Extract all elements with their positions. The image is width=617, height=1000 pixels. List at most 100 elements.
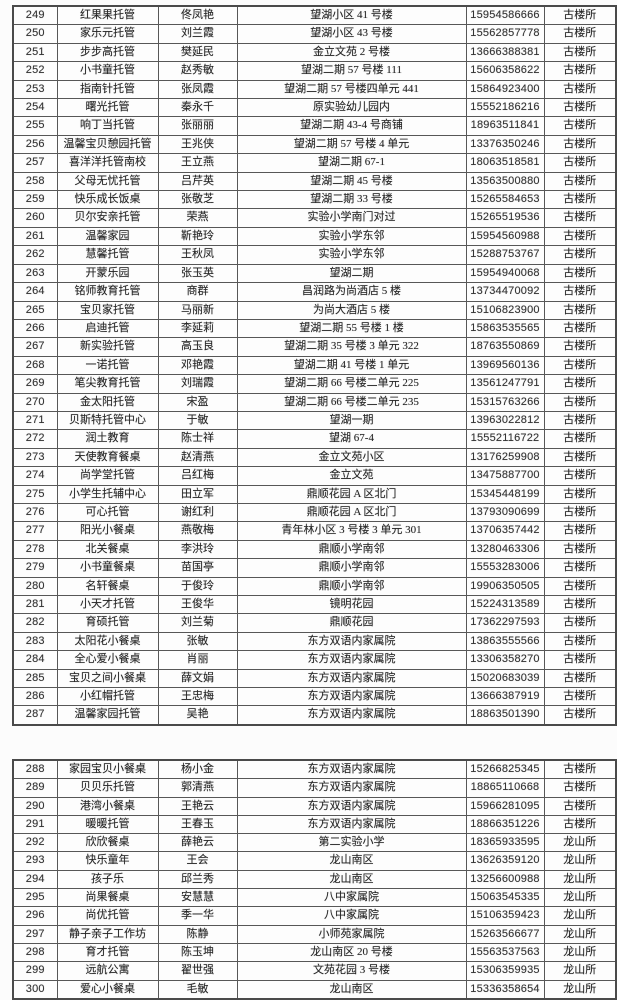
district-office-cell: 龙山所 bbox=[543, 961, 617, 981]
row-number-cell: 300 bbox=[12, 979, 58, 1000]
address-cell: 望湖二期 41 号楼 1 单元 bbox=[236, 355, 467, 376]
phone-number-cell: 13561247791 bbox=[465, 374, 545, 394]
row-number-cell: 287 bbox=[12, 705, 58, 726]
district-office-cell: 古楼所 bbox=[543, 796, 617, 816]
address-cell: 龙山南区 bbox=[236, 869, 467, 890]
contact-person-cell: 燕敬梅 bbox=[157, 521, 238, 541]
contact-person-cell: 郭清燕 bbox=[157, 778, 238, 798]
contact-person-cell: 刘兰霞 bbox=[157, 24, 238, 44]
table-row: 278 北关餐桌 李洪玲 鼎顺小学南邻 13280463306 古楼所 bbox=[12, 539, 617, 560]
phone-number-cell: 15336358654 bbox=[465, 979, 545, 1000]
phone-number-cell: 17362297593 bbox=[465, 613, 545, 633]
contact-person-cell: 邓艳霞 bbox=[157, 355, 238, 376]
district-office-cell: 古楼所 bbox=[543, 300, 617, 320]
phone-number-cell: 13666387919 bbox=[465, 687, 545, 707]
district-office-cell: 古楼所 bbox=[543, 576, 617, 597]
table-row: 295 尚果餐桌 安慧慧 八中家属院 15063545335 龙山所 bbox=[12, 888, 617, 908]
contact-person-cell: 靳艳玲 bbox=[157, 226, 238, 247]
district-office-cell: 古楼所 bbox=[543, 759, 617, 780]
table-row: 261 温馨家园 靳艳玲 实验小学东邻 15954560988 古楼所 bbox=[12, 226, 617, 247]
address-cell: 鼎顺花园 bbox=[236, 613, 467, 633]
contact-person-cell: 邱兰秀 bbox=[157, 869, 238, 890]
facility-name-cell: 温馨宝贝憩园托管 bbox=[56, 134, 159, 155]
table-row: 277 阳光小餐桌 燕敬梅 青年林小区 3 号楼 3 单元 301 1370635744… bbox=[12, 521, 617, 541]
table-row: 281 小天才托管 王俊华 镜明花园 15224313589 古楼所 bbox=[12, 594, 617, 615]
table-row: 274 尚学堂托管 吕红梅 金立文苑 13475887700 古楼所 bbox=[12, 466, 617, 486]
phone-number-cell: 15063545335 bbox=[465, 888, 545, 908]
row-number-cell: 288 bbox=[12, 759, 58, 780]
row-number-cell: 282 bbox=[12, 613, 58, 633]
district-office-cell: 古楼所 bbox=[543, 337, 617, 357]
contact-person-cell: 谢红利 bbox=[157, 502, 238, 523]
address-cell: 东方双语内家属院 bbox=[236, 778, 467, 798]
facility-name-cell: 家园宝贝小餐桌 bbox=[56, 759, 159, 780]
address-cell: 鼎顺花园 A 区北门 bbox=[236, 502, 467, 523]
address-cell: 昌润路为尚酒店 5 楼 bbox=[236, 282, 467, 302]
address-cell: 鼎顺花园 A 区北门 bbox=[236, 484, 467, 504]
contact-person-cell: 佟凤艳 bbox=[157, 5, 238, 26]
table-row: 292 欣欣餐桌 薛艳云 第二实验小学 18365933595 龙山所 bbox=[12, 833, 617, 853]
facility-name-cell: 育才托管 bbox=[56, 942, 159, 963]
district-office-cell: 古楼所 bbox=[543, 650, 617, 670]
address-cell: 望湖二期 33 号楼 bbox=[236, 190, 467, 210]
table-row: 268 一诺托管 邓艳霞 望湖二期 41 号楼 1 单元 13969560136 古楼所 bbox=[12, 355, 617, 376]
row-number-cell: 269 bbox=[12, 374, 58, 394]
table-row: 259 快乐成长饭桌 张敬芝 望湖二期 33 号楼 15265584653 古楼所 bbox=[12, 190, 617, 210]
row-number-cell: 292 bbox=[12, 833, 58, 853]
phone-number-cell: 15966281095 bbox=[465, 796, 545, 816]
phone-number-cell: 13475887700 bbox=[465, 466, 545, 486]
address-cell: 东方双语内家属院 bbox=[236, 650, 467, 670]
row-number-cell: 265 bbox=[12, 300, 58, 320]
table-row: 280 名轩餐桌 于俊玲 鼎顺小学南邻 19906350505 古楼所 bbox=[12, 576, 617, 597]
address-cell: 东方双语内家属院 bbox=[236, 705, 467, 726]
contact-person-cell: 安慧慧 bbox=[157, 888, 238, 908]
table-row: 257 喜洋洋托管南校 王立燕 望湖二期 67-1 18063518581 古楼所 bbox=[12, 153, 617, 173]
facility-name-cell: 贝斯特托管中心 bbox=[56, 410, 159, 431]
contact-person-cell: 杨小金 bbox=[157, 759, 238, 780]
facility-name-cell: 暖暖托管 bbox=[56, 814, 159, 835]
address-cell: 为尚大酒店 5 楼 bbox=[236, 300, 467, 320]
row-number-cell: 260 bbox=[12, 208, 58, 228]
contact-person-cell: 田立军 bbox=[157, 484, 238, 504]
facility-name-cell: 父母无忧托管 bbox=[56, 171, 159, 192]
row-number-cell: 266 bbox=[12, 318, 58, 339]
contact-person-cell: 王俊华 bbox=[157, 594, 238, 615]
table-row: 289 贝贝乐托管 郭清燕 东方双语内家属院 18865110668 古楼所 bbox=[12, 778, 617, 798]
row-number-cell: 296 bbox=[12, 906, 58, 926]
facility-name-cell: 喜洋洋托管南校 bbox=[56, 153, 159, 173]
contact-person-cell: 刘瑞霞 bbox=[157, 374, 238, 394]
phone-number-cell: 15288753767 bbox=[465, 245, 545, 265]
contact-person-cell: 王艳云 bbox=[157, 796, 238, 816]
facility-name-cell: 小天才托管 bbox=[56, 594, 159, 615]
table-row: 284 全心爱小餐桌 肖丽 东方双语内家属院 13306358270 古楼所 bbox=[12, 650, 617, 670]
district-office-cell: 龙山所 bbox=[543, 888, 617, 908]
address-cell: 望湖小区 43 号楼 bbox=[236, 24, 467, 44]
contact-person-cell: 张玉英 bbox=[157, 263, 238, 284]
row-number-cell: 270 bbox=[12, 392, 58, 412]
contact-person-cell: 张敬芝 bbox=[157, 190, 238, 210]
facility-roster-table-1-body: 249 红果果托管 佟凤艳 望湖小区 41 号楼 15954586666 古楼所 250 家乐… bbox=[12, 5, 617, 726]
address-cell: 望湖二期 57 号楼 111 bbox=[236, 61, 467, 81]
district-office-cell: 古楼所 bbox=[543, 484, 617, 504]
address-cell: 望湖二期 55 号楼 1 楼 bbox=[236, 318, 467, 339]
phone-number-cell: 18063518581 bbox=[465, 153, 545, 173]
facility-name-cell: 远航公寓 bbox=[56, 961, 159, 981]
table-row: 287 温馨家园托管 吴艳 东方双语内家属院 18863501390 古楼所 bbox=[12, 705, 617, 726]
facility-roster-table-2: 288 家园宝贝小餐桌 杨小金 东方双语内家属院 15266825345 古楼所 289 贝贝… bbox=[12, 759, 617, 1000]
address-cell: 鼎顺小学南邻 bbox=[236, 558, 467, 578]
facility-name-cell: 温馨家园托管 bbox=[56, 705, 159, 726]
district-office-cell: 古楼所 bbox=[543, 778, 617, 798]
row-number-cell: 250 bbox=[12, 24, 58, 44]
district-office-cell: 古楼所 bbox=[543, 190, 617, 210]
address-cell: 望湖小区 41 号楼 bbox=[236, 5, 467, 26]
address-cell: 八中家属院 bbox=[236, 906, 467, 926]
contact-person-cell: 宋盈 bbox=[157, 392, 238, 412]
district-office-cell: 龙山所 bbox=[543, 942, 617, 963]
phone-number-cell: 15864923400 bbox=[465, 79, 545, 100]
row-number-cell: 258 bbox=[12, 171, 58, 192]
contact-person-cell: 王秋凤 bbox=[157, 245, 238, 265]
row-number-cell: 251 bbox=[12, 42, 58, 63]
phone-number-cell: 15315763266 bbox=[465, 392, 545, 412]
address-cell: 小师苑家属院 bbox=[236, 924, 467, 944]
facility-name-cell: 家乐元托管 bbox=[56, 24, 159, 44]
